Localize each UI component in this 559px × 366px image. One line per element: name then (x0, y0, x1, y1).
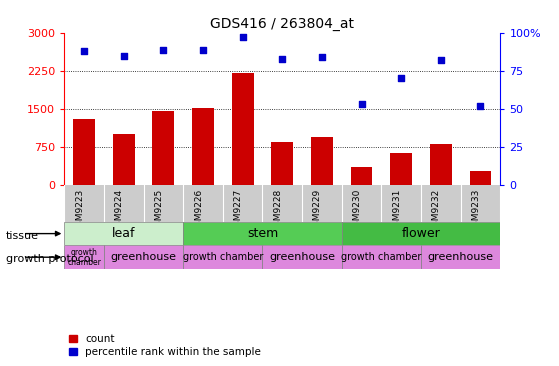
Point (119, 53, 128, 59)
Text: flower: flower (402, 227, 440, 240)
Text: GSM9225: GSM9225 (154, 188, 163, 232)
Point (318, 54, 326, 60)
Text: growth protocol: growth protocol (6, 254, 93, 264)
Text: GSM9229: GSM9229 (313, 188, 322, 232)
Bar (263, 245, 342, 269)
Text: GSM9230: GSM9230 (353, 188, 362, 232)
Text: GSM9227: GSM9227 (234, 188, 243, 232)
Legend: count, percentile rank within the sample: count, percentile rank within the sample (69, 334, 261, 357)
Text: GSM9228: GSM9228 (273, 188, 282, 232)
Bar (311, 137, 333, 185)
Point (357, 101, 366, 107)
Text: GSM9233: GSM9233 (471, 188, 481, 232)
Bar (421, 245, 500, 269)
Text: GSM9223: GSM9223 (75, 188, 84, 232)
Text: growth chamber: growth chamber (183, 252, 263, 262)
Point (79, 48, 88, 54)
Text: greenhouse: greenhouse (111, 252, 177, 262)
Text: stem: stem (247, 227, 278, 240)
Bar (342, 245, 421, 269)
Point (238, 34, 247, 40)
Bar (64, 245, 104, 269)
Bar (64, 222, 183, 245)
Bar (430, 144, 452, 185)
Point (397, 75, 406, 81)
Point (278, 56, 287, 61)
Text: GSM9231: GSM9231 (392, 188, 401, 232)
Bar (232, 74, 254, 185)
Bar (272, 142, 293, 185)
Text: leaf: leaf (112, 227, 135, 240)
Bar (390, 153, 412, 185)
Text: growth
chamber: growth chamber (67, 247, 101, 267)
Text: tissue: tissue (6, 231, 39, 241)
Bar (153, 111, 174, 185)
Point (198, 47, 207, 53)
Bar (73, 119, 95, 185)
Text: greenhouse: greenhouse (428, 252, 494, 262)
Bar (192, 108, 214, 185)
Bar (104, 245, 183, 269)
Bar (470, 171, 491, 185)
Text: growth chamber: growth chamber (341, 252, 421, 262)
Text: GSM9224: GSM9224 (115, 188, 124, 232)
Bar (183, 245, 263, 269)
Text: GSM9226: GSM9226 (194, 188, 203, 232)
Text: GSM9232: GSM9232 (432, 188, 441, 232)
Title: GDS416 / 263804_at: GDS416 / 263804_at (210, 16, 354, 30)
Bar (350, 167, 372, 185)
Point (476, 103, 485, 109)
Bar (183, 222, 342, 245)
Point (159, 47, 168, 53)
Point (437, 57, 446, 63)
Text: greenhouse: greenhouse (269, 252, 335, 262)
Bar (113, 134, 135, 185)
Bar (342, 222, 500, 245)
